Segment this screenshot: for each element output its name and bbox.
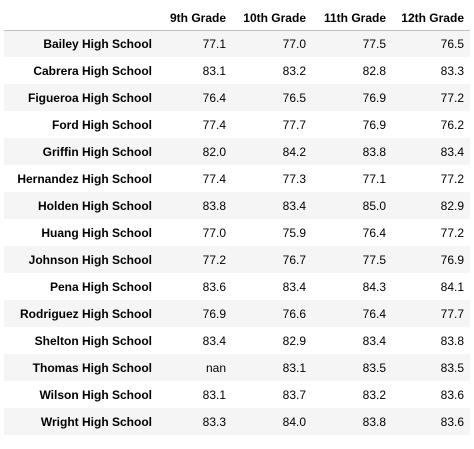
row-label-school-name: Cabrera High School [33,63,152,78]
cell-10th-grade: 77.0 [282,36,306,51]
cell-10th-grade: 83.4 [282,279,306,294]
table-row: Shelton High School 83.4 82.9 83.4 83.8 [4,327,470,354]
cell-12th-grade: 77.2 [440,90,464,105]
cell-9th-grade: 77.0 [202,225,226,240]
cell-12th-grade: 77.2 [440,171,464,186]
row-label-school-name: Ford High School [52,117,152,132]
table-row: Ford High School 77.4 77.7 76.9 76.2 [4,111,470,138]
row-label-school-name: Pena High School [49,279,152,294]
cell-11th-grade: 83.2 [362,387,386,402]
cell-12th-grade: 83.5 [440,360,464,375]
cell-11th-grade: 83.8 [362,414,386,429]
cell-10th-grade: 83.7 [282,387,306,402]
cell-12th-grade: 83.6 [440,387,464,402]
cell-9th-grade: 83.4 [202,333,226,348]
row-label-school-name: Rodriguez High School [20,306,152,321]
table-row: Huang High School 77.0 75.9 76.4 77.2 [4,219,470,246]
cell-9th-grade: 83.1 [202,63,226,78]
cell-11th-grade: 83.4 [362,333,386,348]
cell-12th-grade: 83.4 [440,144,464,159]
table-body: Bailey High School 77.1 77.0 77.5 76.5 Cabrer… [4,30,470,435]
row-label-school-name: Figueroa High School [27,90,152,105]
cell-10th-grade: 83.4 [282,198,306,213]
cell-12th-grade: 82.9 [440,198,464,213]
cell-12th-grade: 76.9 [440,252,464,267]
cell-9th-grade: 82.0 [202,144,226,159]
cell-11th-grade: 77.5 [362,252,386,267]
cell-11th-grade: 83.8 [362,144,386,159]
cell-11th-grade: 76.9 [362,90,386,105]
cell-9th-grade: 77.4 [202,171,226,186]
table-row: Figueroa High School 76.4 76.5 76.9 77.2 [4,84,470,111]
cell-11th-grade: 77.5 [362,36,386,51]
row-label-school-name: Holden High School [38,198,152,213]
cell-9th-grade: 83.3 [202,414,226,429]
cell-11th-grade: 76.4 [362,306,386,321]
cell-10th-grade: 77.7 [282,117,306,132]
row-label-school-name: Thomas High School [32,360,152,375]
cell-12th-grade: 77.7 [440,306,464,321]
table-row: Holden High School 83.8 83.4 85.0 82.9 [4,192,470,219]
cell-11th-grade: 77.1 [362,171,386,186]
table-row: Griffin High School 82.0 84.2 83.8 83.4 [4,138,470,165]
cell-12th-grade: 83.3 [440,63,464,78]
column-header-12th-grade: 12th Grade [392,6,470,31]
cell-10th-grade: 76.6 [282,306,306,321]
cell-10th-grade: 75.9 [282,225,306,240]
cell-9th-grade: 77.2 [202,252,226,267]
row-label-school-name: Wilson High School [39,387,152,402]
cell-9th-grade: 76.9 [202,306,226,321]
column-header-9th-grade: 9th Grade [158,6,232,31]
cell-10th-grade: 82.9 [282,333,306,348]
cell-9th-grade: 83.1 [202,387,226,402]
table-row: Thomas High School nan 83.1 83.5 83.5 [4,354,470,381]
cell-12th-grade: 84.1 [440,279,464,294]
cell-11th-grade: 76.9 [362,117,386,132]
cell-11th-grade: 76.4 [362,225,386,240]
row-label-school-name: Griffin High School [42,144,152,159]
cell-12th-grade: 77.2 [440,225,464,240]
column-header-11th-grade: 11th Grade [312,6,392,31]
cell-9th-grade: 76.4 [202,90,226,105]
grade-scores-table: 9th Grade 10th Grade 11th Grade 12th Gra… [4,6,470,435]
cell-11th-grade: 85.0 [362,198,386,213]
cell-9th-grade: 77.1 [202,36,226,51]
cell-10th-grade: 76.5 [282,90,306,105]
table-row: Johnson High School 77.2 76.7 77.5 76.9 [4,246,470,273]
row-label-school-name: Shelton High School [34,333,152,348]
column-header-10th-grade: 10th Grade [232,6,312,31]
table-row: Wilson High School 83.1 83.7 83.2 83.6 [4,381,470,408]
cell-11th-grade: 83.5 [362,360,386,375]
table-row: Pena High School 83.6 83.4 84.3 84.1 [4,273,470,300]
table-row: Hernandez High School 77.4 77.3 77.1 77.2 [4,165,470,192]
cell-9th-grade: nan [205,360,226,375]
cell-10th-grade: 83.2 [282,63,306,78]
cell-9th-grade: 83.6 [202,279,226,294]
row-label-school-name: Wright High School [40,414,152,429]
cell-11th-grade: 82.8 [362,63,386,78]
row-label-school-name: Huang High School [41,225,152,240]
cell-10th-grade: 84.2 [282,144,306,159]
cell-9th-grade: 83.8 [202,198,226,213]
row-label-school-name: Bailey High School [43,36,152,51]
cell-12th-grade: 76.5 [440,36,464,51]
cell-10th-grade: 77.3 [282,171,306,186]
cell-9th-grade: 77.4 [202,117,226,132]
cell-12th-grade: 83.8 [440,333,464,348]
cell-11th-grade: 84.3 [362,279,386,294]
cell-10th-grade: 83.1 [282,360,306,375]
row-label-school-name: Johnson High School [28,252,152,267]
cell-10th-grade: 76.7 [282,252,306,267]
cell-10th-grade: 84.0 [282,414,306,429]
table-row: Wright High School 83.3 84.0 83.8 83.6 [4,408,470,435]
row-label-school-name: Hernandez High School [17,171,152,186]
table-row: Rodriguez High School 76.9 76.6 76.4 77.7 [4,300,470,327]
table-row: Cabrera High School 83.1 83.2 82.8 83.3 [4,57,470,84]
table-row: Bailey High School 77.1 77.0 77.5 76.5 [4,30,470,57]
cell-12th-grade: 76.2 [440,117,464,132]
header-row: 9th Grade 10th Grade 11th Grade 12th Gra… [4,6,470,31]
cell-12th-grade: 83.6 [440,414,464,429]
column-header-index [4,6,158,31]
